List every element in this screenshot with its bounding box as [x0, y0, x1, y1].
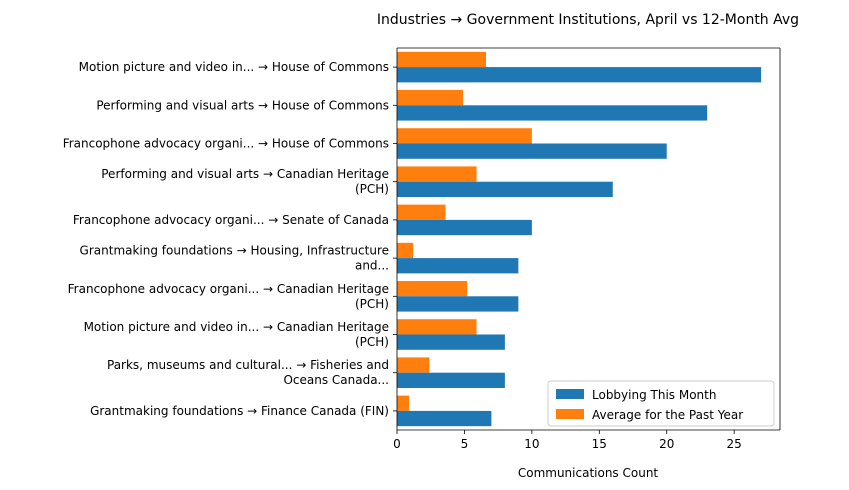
chart-title: Industries → Government Institutions, Ap…: [377, 12, 799, 28]
bar-average-past-year: [397, 395, 410, 411]
plot-area: Motion picture and video in... → House o…: [63, 47, 781, 451]
bar-average-past-year: [397, 90, 464, 106]
y-tick-label: Grantmaking foundations → Housing, Infra…: [80, 244, 389, 273]
x-tick-label: 25: [727, 437, 742, 451]
y-tick-label: Francophone advocacy organi... → Canadia…: [68, 282, 389, 311]
bar-lobbying-this-month: [397, 219, 532, 236]
legend-box: [547, 380, 775, 427]
y-tick-label: Performing and visual arts → Canadian He…: [101, 167, 389, 196]
x-tick-label: 5: [461, 437, 469, 451]
y-tick-label: Francophone advocacy organi... → House o…: [63, 137, 389, 151]
y-tick-label: Grantmaking foundations → Finance Canada…: [90, 404, 389, 418]
bar-lobbying-this-month: [397, 143, 667, 159]
bar-lobbying-this-month: [397, 258, 519, 274]
x-axis-title: Communications Count: [518, 466, 659, 480]
bar-average-past-year: [397, 51, 487, 68]
bar-average-past-year: [397, 281, 468, 297]
bar-lobbying-this-month: [397, 181, 613, 197]
y-tick-label: Motion picture and video in... → Canadia…: [84, 320, 389, 349]
bar-lobbying-this-month: [397, 67, 762, 83]
bar-average-past-year: [397, 166, 477, 182]
bar-average-past-year: [397, 242, 414, 259]
y-tick-label: Francophone advocacy organi... → Senate …: [73, 213, 389, 227]
legend-swatch: [556, 389, 584, 399]
bar-average-past-year: [397, 357, 430, 373]
legend-label: Average for the Past Year: [592, 408, 743, 422]
legend-swatch: [556, 409, 584, 419]
legend-label: Lobbying This Month: [592, 388, 716, 402]
y-tick-label: Motion picture and video in... → House o…: [79, 60, 389, 74]
x-tick-label: 15: [592, 437, 607, 451]
bar-lobbying-this-month: [397, 372, 505, 388]
bar-lobbying-this-month: [397, 105, 708, 121]
x-tick-label: 0: [393, 437, 401, 451]
y-tick-label: Performing and visual arts → House of Co…: [96, 98, 389, 112]
legend: Lobbying This Month Average for the Past …: [547, 380, 775, 427]
bar-average-past-year: [397, 204, 446, 220]
bar-average-past-year: [397, 128, 532, 144]
bar-lobbying-this-month: [397, 296, 519, 312]
bar-lobbying-this-month: [397, 334, 505, 350]
x-tick-label: 20: [659, 437, 674, 451]
y-tick-label: Parks, museums and cultural... → Fisheri…: [107, 358, 389, 387]
bar-average-past-year: [397, 319, 477, 335]
x-tick-label: 10: [524, 437, 539, 451]
bar-lobbying-this-month: [397, 410, 492, 427]
